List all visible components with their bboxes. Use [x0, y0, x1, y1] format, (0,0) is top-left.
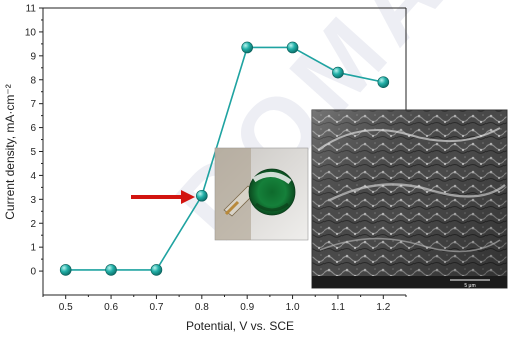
x-axis-title: Potential, V vs. SCE: [186, 319, 294, 333]
data-point: [196, 189, 208, 202]
red-arrow-annotation: [131, 190, 195, 204]
y-tick-labels: 0 1 2 3 4 5 6 7 8 9 10 11: [25, 4, 37, 278]
x-tick-label: 0.5: [59, 302, 73, 313]
y-tick-label: 4: [30, 171, 36, 182]
y-tick-label: 5: [30, 147, 36, 158]
x-tick-label: 0.9: [240, 302, 254, 313]
y-tick-label: 2: [30, 219, 36, 230]
series-group: [59, 41, 390, 276]
electrode-photo-inset: [214, 147, 309, 241]
data-point: [241, 41, 253, 54]
x-tick-label: 1.2: [376, 302, 390, 313]
data-point: [286, 41, 299, 54]
y-tick-label: 8: [30, 75, 36, 86]
y-tick-label: 10: [25, 27, 37, 38]
series-line: [65, 46, 384, 271]
x-tick-label: 0.7: [149, 302, 163, 313]
x-tick-labels: 0.5 0.6 0.7 0.8 0.9 1.0 1.1 1.2: [59, 302, 391, 313]
y-tick-label: 11: [26, 4, 37, 15]
x-tick-label: 0.6: [104, 302, 118, 313]
sem-micrograph-inset: 5 μm: [311, 109, 508, 289]
y-axis-title: Current density, mA·cm⁻²: [3, 84, 17, 219]
y-tick-label: 7: [30, 99, 36, 110]
data-point: [332, 66, 344, 79]
data-point: [59, 264, 72, 276]
sem-scale-bar-label: 5 μm: [464, 283, 475, 289]
x-tick-label: 0.8: [195, 302, 209, 313]
data-point: [150, 264, 163, 276]
sem-info-bar: [312, 276, 507, 288]
axis-ticks: [39, 7, 407, 299]
data-point: [105, 264, 117, 276]
y-tick-label: 1: [30, 243, 36, 254]
y-tick-label: 3: [30, 195, 36, 206]
x-tick-label: 1.0: [286, 302, 300, 313]
y-tick-label: 6: [30, 123, 36, 134]
y-tick-label: 0: [30, 267, 36, 278]
data-point: [377, 76, 390, 88]
x-tick-label: 1.1: [331, 302, 345, 313]
y-tick-label: 9: [30, 51, 36, 62]
